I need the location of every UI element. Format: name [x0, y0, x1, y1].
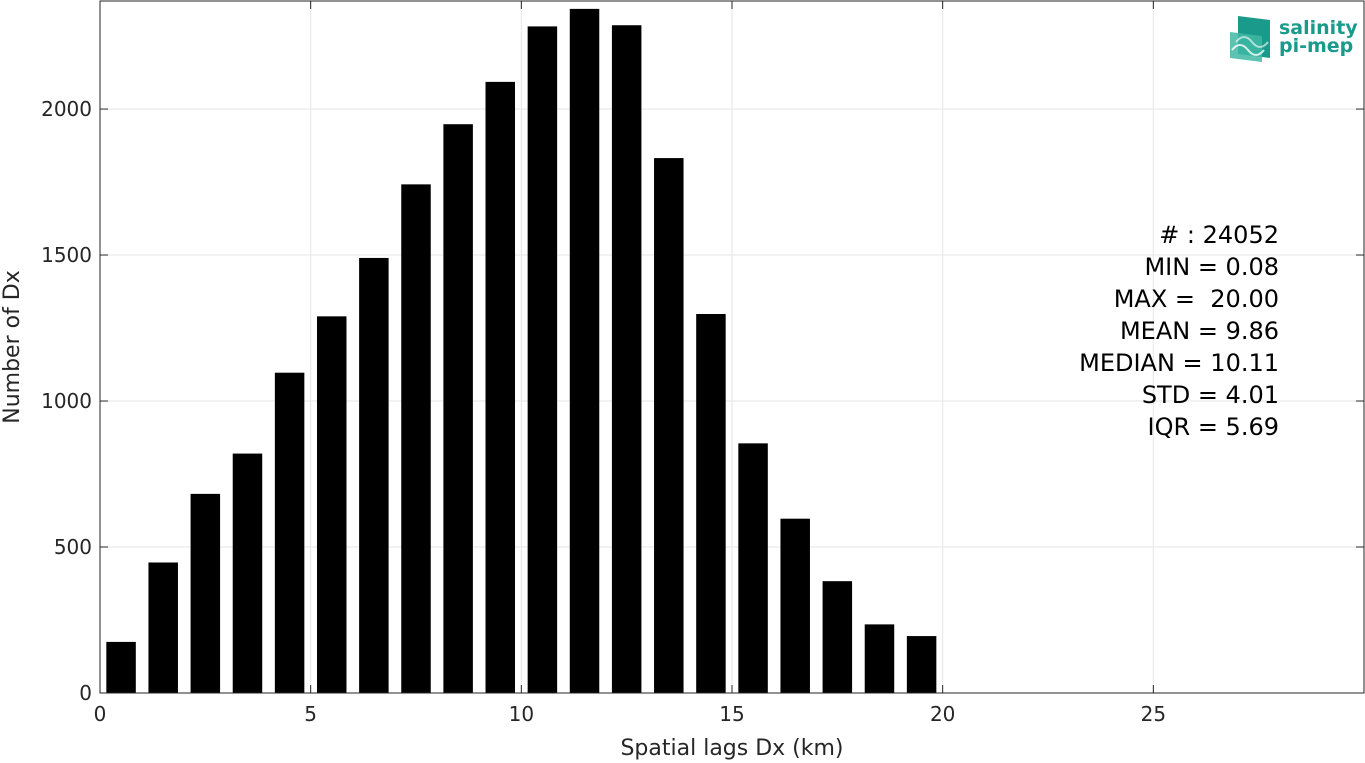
histogram-bar: [274, 372, 305, 693]
histogram-bar: [654, 158, 684, 693]
stats-line: MEDIAN = 10.11: [1079, 349, 1279, 377]
histogram-bar: [527, 26, 558, 694]
x-tick-label: 10: [509, 702, 534, 726]
stats-line: MAX = 20.00: [1114, 285, 1279, 313]
y-axis-label: Number of Dx: [0, 270, 25, 424]
stats-line: STD = 4.01: [1142, 381, 1279, 409]
histogram-bar: [232, 453, 263, 693]
stats-line: MEAN = 9.86: [1120, 317, 1279, 345]
histogram-bar: [316, 316, 347, 693]
histogram-bar: [401, 184, 431, 693]
x-ticks: 0 5 10 15 20 25: [94, 1, 1166, 726]
bars: [106, 8, 937, 694]
histogram-bar: [190, 493, 221, 693]
histogram-bar: [822, 581, 853, 693]
histogram-bar: [485, 81, 516, 693]
stats-line: IQR = 5.69: [1148, 413, 1279, 441]
x-tick-label: 20: [930, 702, 955, 726]
histogram-bar: [738, 443, 768, 693]
x-tick-label: 5: [304, 702, 317, 726]
y-tick-label: 2000: [41, 97, 92, 121]
logo-text-salinity: salinity: [1279, 17, 1358, 39]
histogram-bar: [696, 314, 726, 693]
y-tick-label: 0: [79, 681, 92, 705]
histogram-bar: [106, 641, 136, 693]
grid-lines: [100, 1, 1364, 693]
histogram-bar: [780, 518, 810, 693]
x-axis-label: Spatial lags Dx (km): [620, 736, 843, 761]
histogram-bar: [864, 624, 895, 693]
stats-line: MIN = 0.08: [1144, 253, 1279, 281]
histogram-bar: [611, 25, 642, 693]
histogram-bar: [148, 562, 178, 693]
y-ticks: 0 500 1000 1500 2000: [41, 97, 1364, 705]
x-tick-label: 15: [719, 702, 744, 726]
logo-text-pi-mep: pi-mep: [1279, 35, 1353, 57]
x-tick-label: 0: [94, 702, 107, 726]
histogram-bar: [906, 636, 937, 693]
histogram-bar: [359, 257, 389, 693]
stats-line: # : 24052: [1159, 221, 1279, 249]
wave-logo-icon: [1230, 16, 1270, 62]
y-tick-label: 500: [54, 535, 92, 559]
histogram-bar: [443, 124, 473, 694]
salinity-pi-mep-logo: salinity pi-mep: [1230, 16, 1358, 62]
histogram-bar: [569, 8, 600, 693]
x-tick-label: 25: [1141, 702, 1166, 726]
y-tick-label: 1000: [41, 389, 92, 413]
stats-box: # : 24052 MIN = 0.08 MAX = 20.00 MEAN = 9.8…: [1079, 221, 1279, 441]
y-tick-label: 1500: [41, 243, 92, 267]
